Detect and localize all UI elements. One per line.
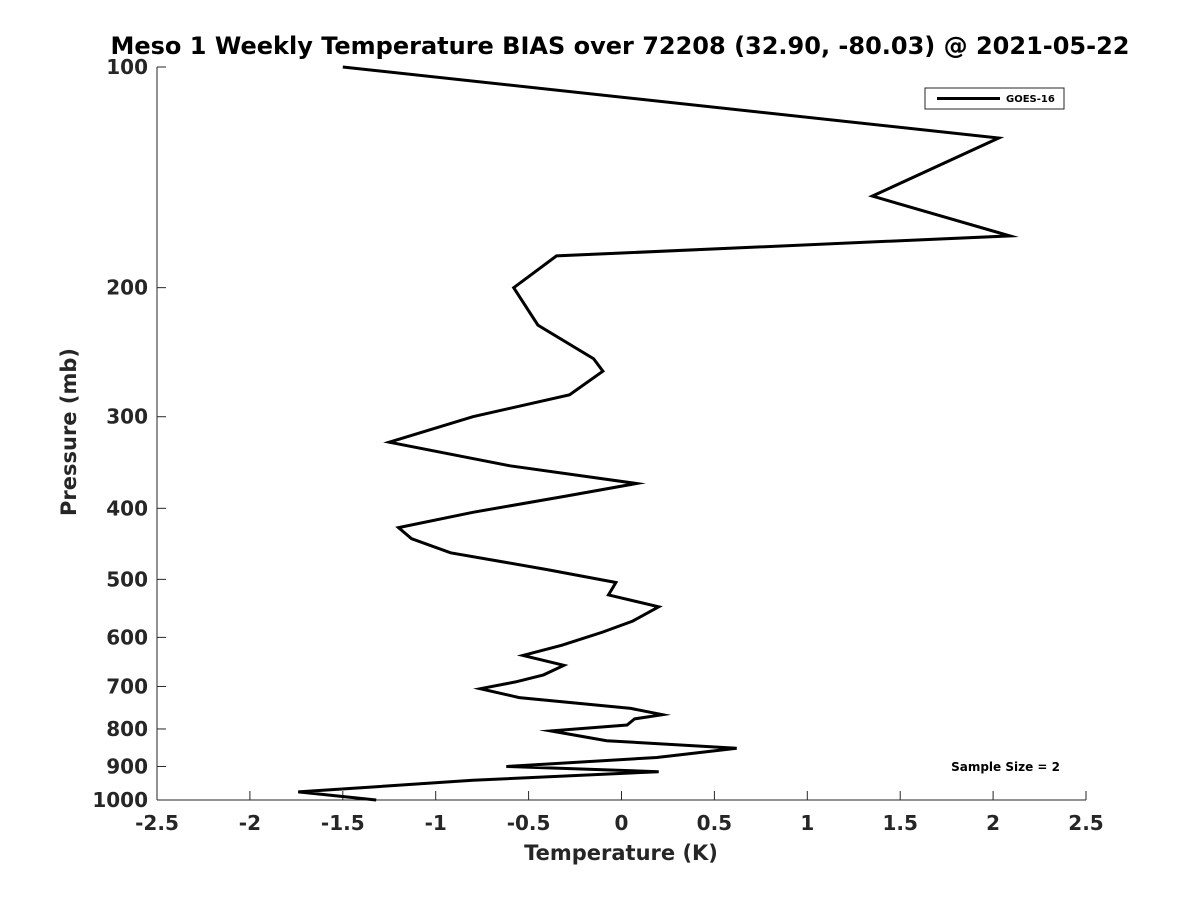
x-tick-label: 1: [800, 811, 814, 835]
x-axis-label: Temperature (K): [524, 841, 718, 865]
x-tick-label: 0: [615, 811, 629, 835]
x-tick-label: -1: [425, 811, 447, 835]
y-tick-label: 800: [106, 717, 148, 741]
series-layer: [298, 65, 1019, 802]
y-tick-label: 600: [106, 625, 148, 649]
x-tick-label: -0.5: [507, 811, 551, 835]
axes: [156, 67, 1086, 801]
y-axis-label: Pressure (mb): [57, 348, 81, 516]
chart-title: Meso 1 Weekly Temperature BIAS over 7220…: [110, 32, 1129, 60]
x-tick-label: 2: [986, 811, 1000, 835]
y-tick-label: 1000: [92, 788, 148, 812]
y-tick-label: 300: [106, 405, 148, 429]
x-tick-label: 0.5: [697, 811, 732, 835]
legend: GOES-16: [924, 87, 1065, 110]
sample-size-annotation: Sample Size = 2: [951, 760, 1060, 774]
y-tick-label: 100: [106, 55, 148, 79]
y-tick-label: 200: [106, 276, 148, 300]
x-axis-ticks: -2.5 -2 -1.5 -1 -0.5 0 0.5 1 1.5 2 2.5: [135, 791, 1104, 835]
x-tick-label: -1.5: [321, 811, 365, 835]
x-tick-label: -2.5: [135, 811, 179, 835]
x-tick-label: 1.5: [882, 811, 917, 835]
y-tick-label: 500: [106, 567, 148, 591]
x-tick-label: -2: [239, 811, 261, 835]
series-line-goes-16: [298, 65, 1019, 802]
x-tick-label: 2.5: [1068, 811, 1103, 835]
y-tick-label: 700: [106, 674, 148, 698]
y-tick-label: 900: [106, 754, 148, 778]
y-axis-ticks: 100 200 300 400 500 600 700 800 900 1000: [92, 55, 166, 812]
y-tick-label: 400: [106, 496, 148, 520]
legend-label: GOES-16: [1006, 94, 1055, 105]
